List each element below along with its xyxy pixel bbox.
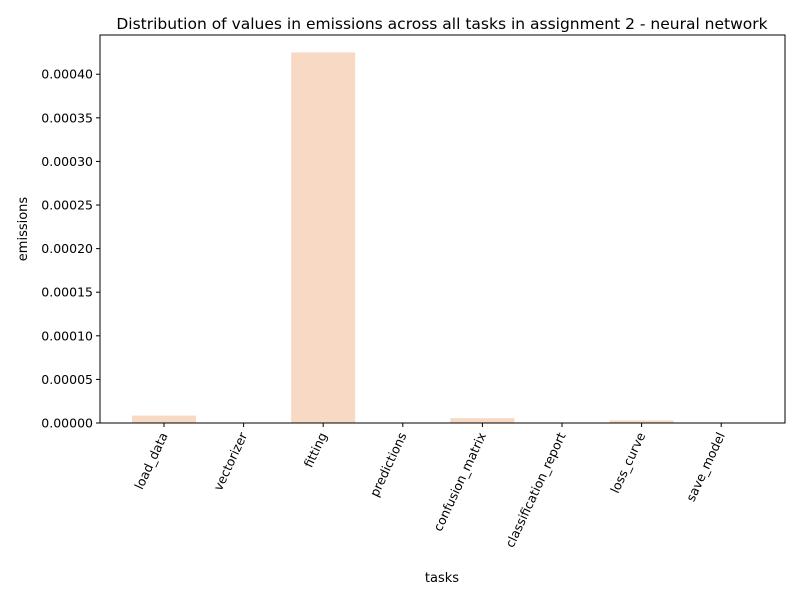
x-axis-ticks: load_data vectorizer fitting predictions con… [131, 423, 728, 550]
y-tick-label: 0.00035 [41, 110, 93, 125]
bar-load_data [132, 415, 196, 423]
y-tick-label: 0.00030 [41, 154, 93, 169]
chart-title: Distribution of values in emissions acro… [116, 15, 767, 33]
y-tick-label: 0.00000 [41, 416, 93, 431]
y-tick-label: 0.00020 [41, 241, 93, 256]
x-tick-label: load_data [131, 430, 170, 492]
y-tick-label: 0.00005 [41, 372, 93, 387]
plot-frame [99, 34, 786, 424]
y-tick-label: 0.00015 [41, 285, 93, 300]
x-tick-label: loss_curve [607, 430, 648, 496]
x-tick-label: confusion_matrix [430, 430, 489, 534]
x-tick-label: fitting [301, 430, 330, 470]
bar-fitting [291, 52, 356, 423]
y-tick-label: 0.00040 [41, 67, 93, 82]
x-tick-label: vectorizer [210, 429, 250, 493]
x-axis-title: tasks [425, 571, 459, 586]
y-axis-title: emissions [16, 197, 31, 262]
y-tick-label: 0.00025 [41, 198, 93, 213]
bar-confusion_matrix [450, 418, 515, 423]
y-axis-ticks: 0.00000 0.00005 0.00010 0.00015 0.00020 0.000… [41, 67, 100, 431]
bars-group [132, 52, 754, 423]
x-tick-label: classification_report [502, 430, 569, 550]
x-tick-label: predictions [367, 430, 410, 499]
y-tick-label: 0.00010 [41, 328, 93, 343]
bar-loss_curve [609, 420, 674, 423]
x-tick-label: save_model [683, 430, 728, 504]
